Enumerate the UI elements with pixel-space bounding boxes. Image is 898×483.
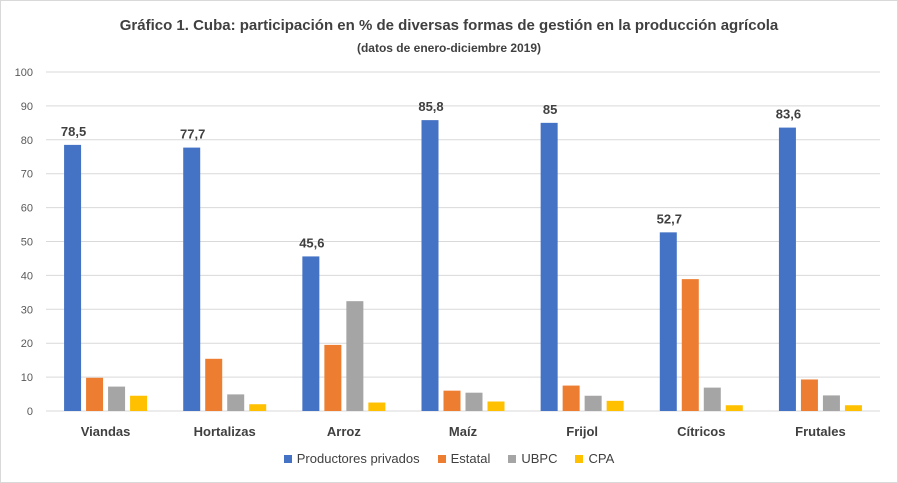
bar xyxy=(606,400,624,411)
x-tick-label: Viandas xyxy=(81,424,131,439)
legend-swatch-cpa xyxy=(575,454,584,463)
bar xyxy=(681,279,699,411)
bar xyxy=(368,402,386,411)
bar xyxy=(183,147,201,412)
bar xyxy=(227,394,245,411)
bar xyxy=(86,377,104,411)
bar xyxy=(778,127,796,411)
legend-swatch-estatal xyxy=(437,454,446,463)
bar xyxy=(130,395,148,411)
x-tick-label: Frijol xyxy=(566,424,598,439)
y-tick-label: 90 xyxy=(21,101,33,113)
bar xyxy=(659,232,677,411)
y-tick-label: 100 xyxy=(15,67,33,79)
legend-item-ubpc: UBPC xyxy=(508,451,557,466)
x-tick-label: Frutales xyxy=(795,424,846,439)
legend-swatch-productores-privados xyxy=(283,454,292,463)
bar xyxy=(562,385,580,411)
bar xyxy=(584,395,602,411)
y-tick-label: 40 xyxy=(21,270,33,282)
data-label: 83,6 xyxy=(776,107,801,122)
bar xyxy=(205,358,223,411)
data-label: 85 xyxy=(543,102,557,117)
x-tick-label: Maíz xyxy=(449,424,478,439)
bar xyxy=(324,344,342,411)
bar xyxy=(487,401,505,411)
bar xyxy=(108,386,126,411)
x-tick-label: Hortalizas xyxy=(194,424,256,439)
bar xyxy=(249,404,267,411)
y-tick-label: 50 xyxy=(21,237,33,249)
bar xyxy=(844,405,862,411)
chart-legend: Productores privados Estatal UBPC CPA xyxy=(0,451,898,466)
bar xyxy=(540,122,558,411)
y-tick-label: 30 xyxy=(21,304,33,316)
chart-title: Gráfico 1. Cuba: participación en % de d… xyxy=(119,17,779,34)
y-tick-label: 10 xyxy=(21,372,33,384)
bar xyxy=(346,301,364,411)
bar xyxy=(443,390,461,411)
data-label: 45,6 xyxy=(299,235,324,250)
legend-item-cpa: CPA xyxy=(575,451,614,466)
legend-label-estatal: Estatal xyxy=(450,451,491,466)
data-label: 78,5 xyxy=(61,124,86,139)
chart-subtitle: (datos de enero-diciembre 2019) xyxy=(356,41,542,55)
y-tick-label: 70 xyxy=(21,169,33,181)
data-label: 85,8 xyxy=(418,99,443,114)
legend-item-productores-privados: Productores privados xyxy=(283,451,420,466)
bar xyxy=(64,144,82,411)
data-label: 77,7 xyxy=(180,127,205,142)
bar xyxy=(703,387,721,411)
x-tick-label: Arroz xyxy=(327,424,361,439)
y-tick-label: 20 xyxy=(21,338,33,350)
y-tick-label: 60 xyxy=(21,203,33,215)
bar xyxy=(465,392,483,411)
legend-label-cpa: CPA xyxy=(588,451,615,466)
bar xyxy=(800,379,818,411)
legend-label-ubpc: UBPC xyxy=(521,451,558,466)
legend-label-productores-privados: Productores privados xyxy=(296,451,420,466)
y-tick-label: 0 xyxy=(27,406,33,418)
data-label: 52,7 xyxy=(657,211,682,226)
bar xyxy=(421,120,439,411)
bar xyxy=(302,256,320,411)
bar xyxy=(725,405,743,411)
y-tick-label: 80 xyxy=(21,135,33,147)
legend-swatch-ubpc xyxy=(508,454,517,463)
bar xyxy=(822,395,840,411)
legend-item-estatal: Estatal xyxy=(437,451,491,466)
x-tick-label: Cítricos xyxy=(677,424,725,439)
